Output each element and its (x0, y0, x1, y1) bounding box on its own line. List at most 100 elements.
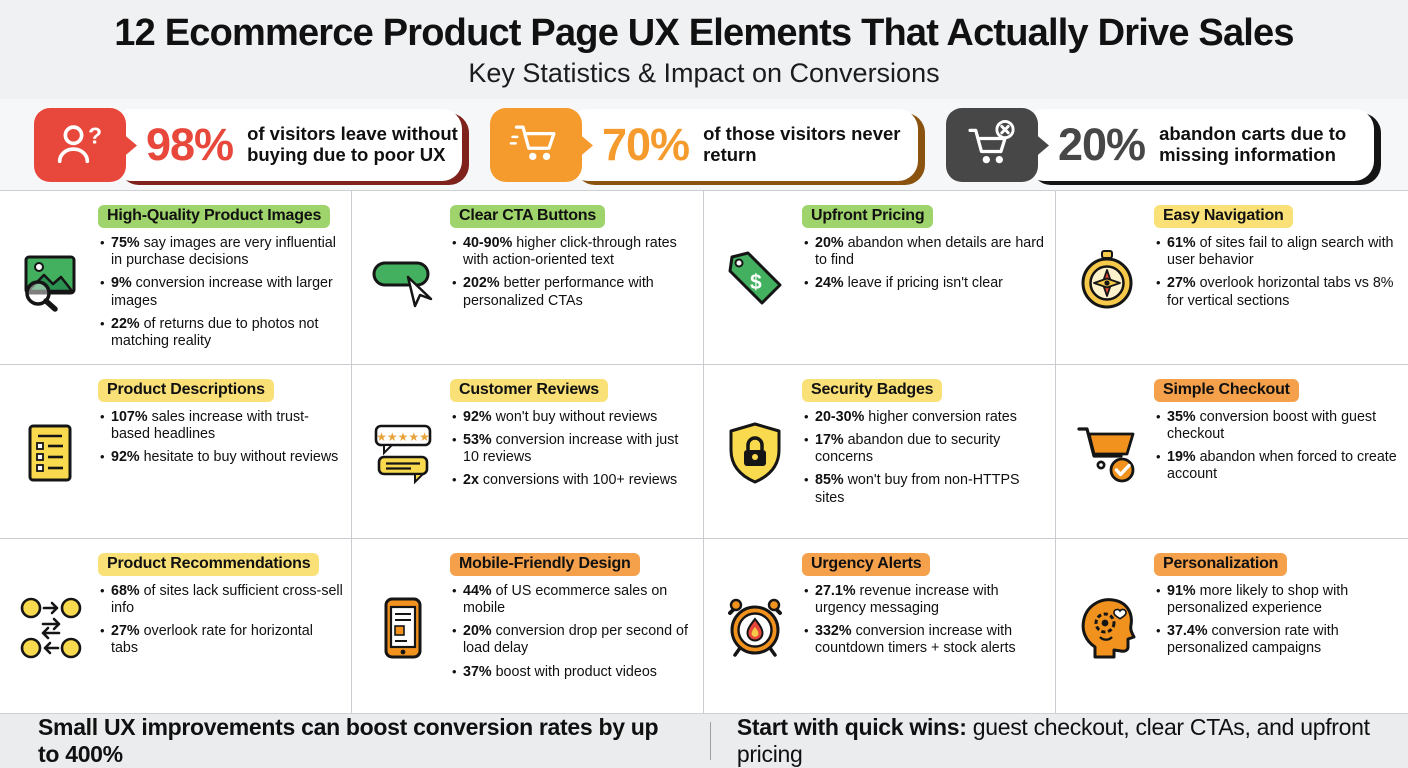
bullet-stat: 68% (111, 582, 140, 599)
bullet-text: of returns due to photos not matching re… (111, 315, 319, 349)
bullet: 17% abandon due to security concerns (804, 432, 1047, 466)
bullet: 332% conversion increase with countdown … (804, 623, 1047, 657)
stat-pill: 20% abandon carts due to missing informa… (1024, 108, 1374, 181)
bullet-stat: 20% (815, 235, 844, 252)
card-upfront-pricing: $ Upfront Pricing 20% abandon when detai… (704, 191, 1056, 366)
bullet-stat: 92% (463, 409, 492, 426)
stat-pill: 98% of visitors leave without buying due… (112, 108, 462, 181)
bullet-text: of US ecommerce sales on mobile (463, 582, 668, 617)
bullet: 92% hesitate to buy without reviews (100, 449, 343, 466)
card-title: Security Badges (802, 379, 943, 403)
card-title: Customer Reviews (450, 379, 608, 403)
bullet: 9% conversion increase with larger image… (100, 275, 343, 309)
bullet-text: sales increase with trust-based headline… (111, 409, 309, 443)
bullet-stat: 107% (111, 409, 148, 426)
card-title: Clear CTA Buttons (450, 205, 606, 229)
bullet-stat: 27% (1167, 275, 1196, 292)
svg-text:?: ? (88, 122, 102, 148)
card-product-recommendations: Product Recommendations 68% of sites lac… (0, 538, 352, 713)
bullet-stat: 37.4% (1167, 623, 1208, 640)
bullet-text: won't buy from non-HTTPS sites (815, 472, 1020, 506)
bullet-text: boost with product videos (495, 663, 657, 680)
product-image-icon (10, 203, 92, 356)
bullet-text: better performance with personalized CTA… (463, 275, 654, 309)
bullet-stat: 75% (111, 235, 140, 252)
bullet-text: conversion rate with personalized campai… (1167, 623, 1339, 657)
bullet-text: won't buy without reviews (495, 409, 658, 426)
bullet-text: abandon when details are hard to find (815, 235, 1044, 269)
page-title: 12 Ecommerce Product Page UX Elements Th… (114, 12, 1294, 54)
card-personalization: Personalization 91% more likely to shop … (1056, 539, 1408, 713)
bullet-stat: 53% (463, 432, 492, 449)
card-security-badges: Security Badges 20-30% higher conversion… (704, 365, 1056, 539)
bullet-stat: 17% (815, 432, 844, 449)
bullet-stat: 22% (111, 315, 140, 332)
bullet: 20-30% higher conversion rates (804, 409, 1047, 426)
document-icon (10, 377, 92, 530)
footer: Small UX improvements can boost conversi… (0, 712, 1408, 768)
bullet: 24% leave if pricing isn't clear (804, 275, 1047, 292)
bullet-stat: 61% (1167, 235, 1196, 252)
bullet-text: conversion increase with larger images (111, 275, 333, 309)
bullet: 44% of US ecommerce sales on mobile (452, 582, 695, 617)
bullet-text: higher conversion rates (868, 409, 1017, 426)
card-title: Product Descriptions (98, 379, 274, 403)
card-title: Personalization (1154, 552, 1288, 576)
card-mobile-friendly: Mobile-Friendly Design 44% of US ecommer… (352, 538, 704, 713)
reviews-icon: ★★★★★ (362, 377, 444, 530)
checkout-cart-icon (1066, 377, 1148, 530)
bullet-text: of sites lack sufficient cross-sell info (111, 582, 343, 617)
bullet: 75% say images are very influential in p… (100, 235, 343, 269)
page-subtitle: Key Statistics & Impact on Conversions (468, 57, 940, 88)
stat-never-return: 70% of those visitors never return (490, 106, 918, 184)
cart-error-icon (946, 107, 1038, 182)
card-title: Product Recommendations (98, 552, 320, 576)
cards-grid: High-Quality Product Images 75% say imag… (0, 190, 1408, 713)
card-easy-navigation: Easy Navigation 61% of sites fail to ali… (1056, 191, 1408, 366)
stat-text: of visitors leave without buying due to … (247, 122, 458, 165)
bullet-stat: 91% (1167, 582, 1196, 599)
bullet: 202% better performance with personalize… (452, 275, 695, 309)
bullet: 68% of sites lack sufficient cross-sell … (100, 582, 343, 617)
bullet-text: overlook rate for horizontal tabs (111, 623, 313, 657)
bullet: 20% conversion drop per second of load d… (452, 623, 695, 657)
bullet: 91% more likely to shop with personalize… (1156, 582, 1400, 617)
bullet-stat: 92% (111, 449, 140, 466)
bullet-stat: 85% (815, 472, 844, 489)
stat-value: 20% (1058, 118, 1146, 170)
card-product-images: High-Quality Product Images 75% say imag… (0, 191, 352, 366)
footer-quick-wins: Start with quick wins: guest checkout, c… (737, 714, 1370, 768)
stat-pill: 70% of those visitors never return (568, 108, 918, 181)
bullet-text: conversion increase with countdown timer… (815, 623, 1016, 657)
footer-divider (709, 721, 711, 760)
bullet: 85% won't buy from non-HTTPS sites (804, 472, 1047, 506)
shield-lock-icon (714, 377, 796, 530)
card-title: Simple Checkout (1154, 379, 1299, 403)
bullet-text: conversions with 100+ reviews (482, 472, 678, 489)
card-customer-reviews: ★★★★★ Customer Reviews 92% won't buy wit… (352, 365, 704, 539)
bullet-stat: 27.1% (815, 582, 856, 599)
bullet: 40-90% higher click-through rates with a… (452, 235, 695, 269)
bullet-stat: 35% (1167, 409, 1196, 426)
bullet-stat: 40-90% (463, 235, 513, 252)
bullet-stat: 332% (815, 623, 852, 640)
cross-sell-icon (10, 551, 92, 705)
card-urgency-alerts: Urgency Alerts 27.1% revenue increase wi… (704, 538, 1056, 713)
card-title: Easy Navigation (1154, 205, 1293, 229)
bullet-stat: 2x (463, 472, 479, 489)
bullet: 27% overlook rate for horizontal tabs (100, 623, 343, 657)
svg-text:★★★★★: ★★★★★ (376, 430, 430, 444)
stat-value: 98% (146, 118, 234, 170)
personalization-icon (1066, 551, 1148, 705)
bullet: 92% won't buy without reviews (452, 409, 695, 426)
bullet-text: higher click-through rates with action-o… (463, 235, 677, 269)
card-title: Upfront Pricing (802, 205, 934, 229)
card-title: Mobile-Friendly Design (450, 552, 640, 576)
bullet: 107% sales increase with trust-based hea… (100, 409, 343, 443)
bullet-text: overlook horizontal tabs vs 8% for verti… (1167, 275, 1394, 309)
card-simple-checkout: Simple Checkout 35% conversion boost wit… (1056, 365, 1408, 539)
svg-text:$: $ (750, 271, 762, 294)
bullet: 27% overlook horizontal tabs vs 8% for v… (1156, 275, 1400, 309)
card-title: Urgency Alerts (802, 552, 931, 576)
